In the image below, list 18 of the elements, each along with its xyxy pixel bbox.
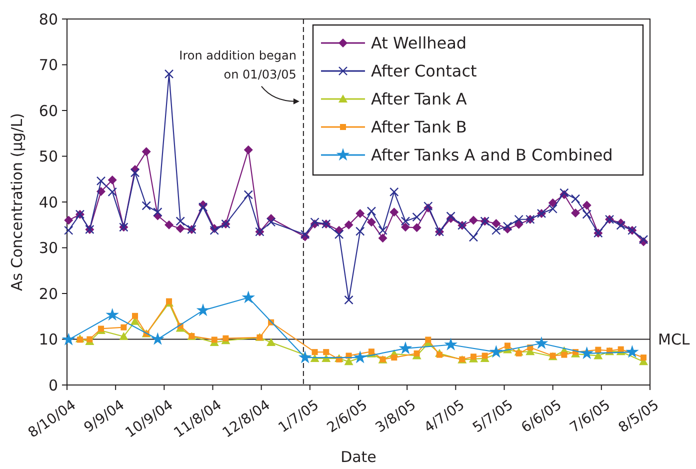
legend-label: After Tanks A and B Combined: [371, 146, 613, 165]
y-tick-label: 80: [38, 10, 58, 28]
y-tick-label: 50: [38, 148, 58, 166]
legend-label: After Contact: [371, 62, 477, 81]
y-tick-label: 10: [38, 330, 58, 348]
y-tick-label: 0: [48, 376, 58, 394]
legend-label: At Wellhead: [371, 34, 467, 53]
ref-line-label: MCL: [658, 330, 690, 348]
y-tick-label: 40: [38, 193, 58, 212]
y-tick-label: 20: [38, 284, 58, 303]
y-tick-label: 30: [38, 239, 58, 257]
y-tick-label: 70: [38, 56, 58, 74]
y-tick-label: 60: [38, 102, 58, 120]
x-axis-title: Date: [340, 448, 376, 466]
annotation: Iron addition began on 01/03/05: [179, 48, 296, 82]
legend-label: After Tank B: [371, 118, 467, 137]
y-axis-title: As Concentration (µg/L): [8, 113, 26, 291]
legend-label: After Tank A: [371, 90, 467, 109]
